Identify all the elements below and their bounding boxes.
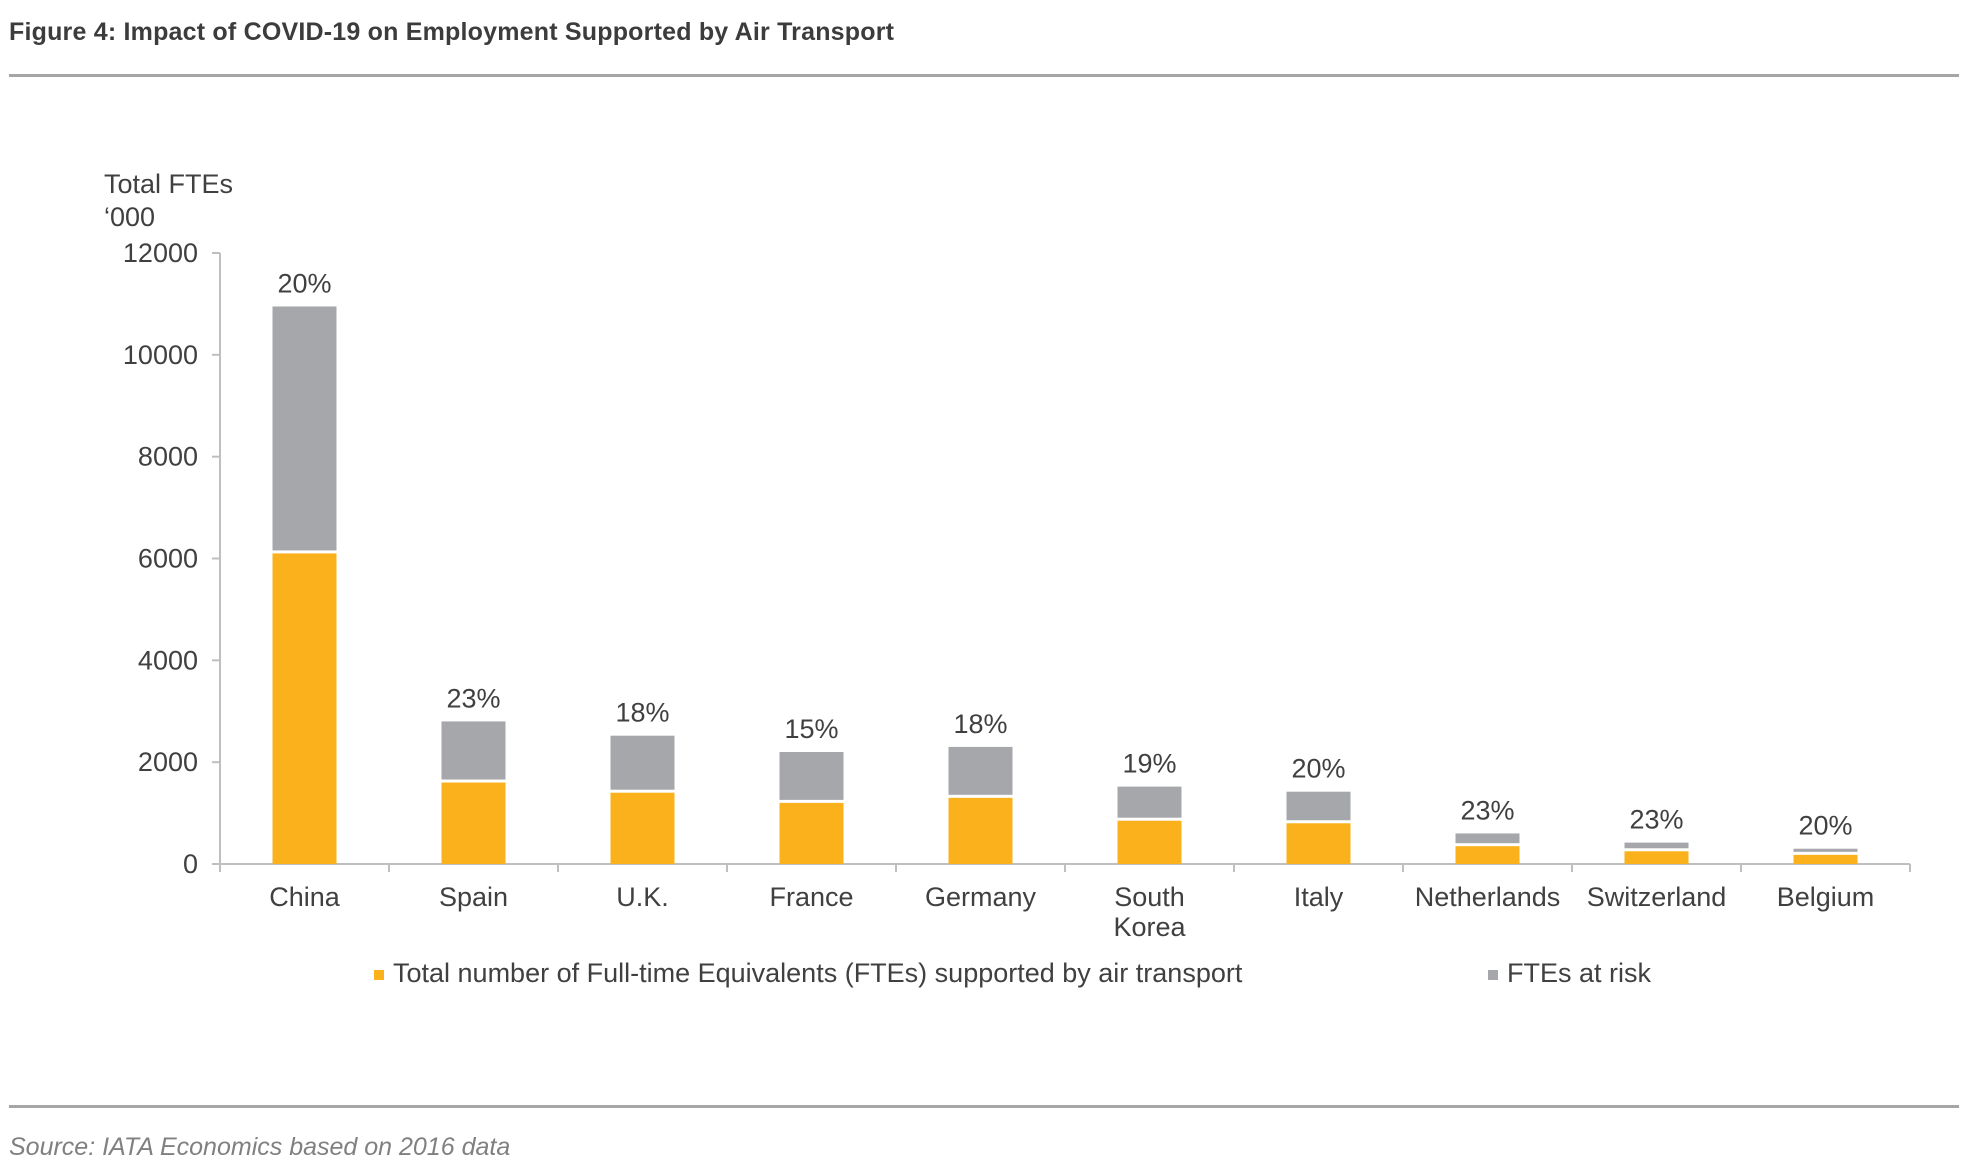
data-label: 23% (1629, 805, 1683, 835)
x-tick-label: France (769, 882, 853, 912)
x-tick-label-line: South (1114, 882, 1185, 912)
figure-title: Figure 4: Impact of COVID-19 on Employme… (9, 18, 895, 46)
bar-supported (1455, 846, 1520, 864)
x-tick-label: Germany (925, 882, 1037, 912)
x-tick-label: Italy (1294, 882, 1344, 912)
x-tick-label-line: France (769, 882, 853, 912)
x-tick-label: South Korea (1113, 882, 1186, 942)
data-label: 23% (446, 683, 500, 713)
y-tick-label: 2000 (138, 747, 198, 777)
source-note: Source: IATA Economics based on 2016 dat… (9, 1133, 511, 1161)
x-tick-label-line: Korea (1113, 912, 1186, 942)
x-tick-label-line: China (269, 882, 341, 912)
y-tick-label: 4000 (138, 645, 198, 675)
y-tick-label: 8000 (138, 442, 198, 472)
legend-swatch-at-risk (1488, 970, 1498, 980)
bar-supported (1117, 820, 1182, 864)
bars (272, 306, 1858, 864)
bar-at-risk (1117, 786, 1182, 818)
bottom-divider (9, 1105, 1959, 1108)
x-tick-label: U.K. (616, 882, 669, 912)
y-axis-label-line: Total FTEs (104, 169, 233, 199)
bar-at-risk (1455, 833, 1520, 844)
y-axis: 0 2000 4000 6000 8000 10000 12000 (123, 238, 221, 879)
x-tick-label-line: Switzerland (1587, 882, 1727, 912)
data-label: 20% (1798, 811, 1852, 841)
x-tick-label: China (269, 882, 341, 912)
data-label: 15% (784, 714, 838, 744)
x-tick-label: Netherlands (1415, 882, 1561, 912)
bar-supported (441, 782, 506, 864)
bar-at-risk (1793, 848, 1858, 852)
x-tick-label: Switzerland (1587, 882, 1727, 912)
stacked-bar-chart: Total FTEs‘000 0 2000 4000 6000 8000 10000 120… (104, 169, 1911, 988)
data-label: 23% (1460, 795, 1514, 825)
legend-label-supported: Total number of Full-time Equivalents (F… (393, 958, 1243, 988)
x-tick-label-line: U.K. (616, 882, 669, 912)
x-axis: China Spain U.K. France Germany South Korea Ita… (219, 863, 1911, 942)
bar-at-risk (779, 751, 844, 800)
y-tick-label: 12000 (123, 238, 198, 268)
bar-at-risk (272, 306, 337, 551)
legend-swatch-supported (374, 970, 384, 980)
x-tick-label-line: Netherlands (1415, 882, 1561, 912)
legend: Total number of Full-time Equivalents (F… (374, 958, 1652, 988)
bar-at-risk (610, 735, 675, 790)
bar-supported (610, 792, 675, 864)
data-label: 18% (953, 709, 1007, 739)
x-tick-label-line: Italy (1294, 882, 1344, 912)
x-tick-label-line: Belgium (1777, 882, 1875, 912)
data-label: 20% (277, 268, 331, 298)
y-axis-label: Total FTEs‘000 (104, 169, 233, 232)
y-tick-label: 0 (183, 849, 198, 879)
bar-supported (948, 797, 1013, 864)
top-divider (9, 74, 1959, 77)
data-label: 20% (1291, 754, 1345, 784)
y-tick-label: 10000 (123, 340, 198, 370)
bar-supported (1286, 823, 1351, 864)
y-axis-label-line: ‘000 (104, 202, 155, 232)
legend-label-at-risk: FTEs at risk (1507, 958, 1652, 988)
bar-at-risk (948, 746, 1013, 795)
bar-supported (1624, 851, 1689, 864)
data-label: 19% (1122, 749, 1176, 779)
bar-supported (1793, 854, 1858, 864)
x-tick-label-line: Spain (439, 882, 508, 912)
data-labels: 20% 23% 18% 15% 18% 19% 20% 23% 23% 20% (277, 268, 1852, 840)
x-tick-label-line: Germany (925, 882, 1037, 912)
y-tick-label: 6000 (138, 544, 198, 574)
bar-at-risk (1286, 791, 1351, 821)
x-tick-label: Spain (439, 882, 508, 912)
bar-at-risk (1624, 842, 1689, 849)
bar-at-risk (441, 721, 506, 780)
x-tick-label: Belgium (1777, 882, 1875, 912)
bar-supported (779, 802, 844, 864)
bar-supported (272, 553, 337, 864)
data-label: 18% (615, 698, 669, 728)
